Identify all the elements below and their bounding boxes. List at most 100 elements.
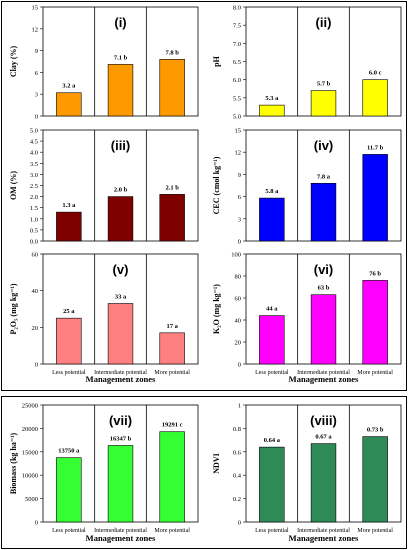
panel-6-y-tick-label: 80: [235, 274, 242, 281]
panel-2-y-tick-label: 7.0: [233, 41, 241, 48]
panel-3-value-label: 2.1 b: [165, 184, 179, 191]
panel-7-y-axis-label: Biomass (kg ha⁻¹): [9, 433, 18, 495]
panel-8-value-label: 0.64 a: [264, 437, 281, 444]
panel-1-y-tick-label: 9: [35, 48, 38, 55]
panel-4-panel-tag: (iv): [314, 138, 334, 153]
panel-6-bar: [362, 280, 388, 365]
panel-2-value-label: 5.7 b: [317, 81, 331, 88]
panel-5-bar: [107, 303, 134, 365]
panel-4-bar: [310, 182, 337, 242]
panel-5-panel-tag: (v): [113, 262, 129, 277]
panel-1-value-label: 7.8 b: [165, 49, 179, 56]
panel-5-bar: [159, 332, 185, 365]
panel-5-value-label: 17 a: [166, 323, 178, 330]
panel-3-bar: [159, 194, 185, 242]
panel-7-y-tick-label: 10000: [22, 473, 38, 480]
panel-5-y-axis-label: P₂O₅ (mg kg⁻¹): [9, 283, 18, 334]
panel-3-value-label: 1.3 a: [62, 202, 76, 209]
panel-2-y-tick-label: 5.0: [233, 114, 241, 121]
panel-2-y-tick-label: 6.0: [233, 77, 241, 84]
panel-2-value-label: 6.0 c: [369, 70, 382, 77]
panel-7-value-label: 19291 c: [162, 422, 183, 429]
panel-7-y-tick-label: 20000: [22, 426, 38, 433]
panel-6-category-label: Intermediate potential: [297, 370, 350, 376]
panel-4-value-label: 7.8 a: [317, 173, 331, 180]
panel-5-y-tick-label: 0: [35, 362, 38, 369]
panel-3-y-axis-label: OM (%): [9, 171, 18, 200]
panel-6-panel-tag: (vi): [314, 262, 334, 277]
panel-6-y-tick-label: 0: [238, 362, 241, 369]
panel-1-y-tick-label: 6: [35, 70, 39, 77]
panel-8-value-label: 0.73 b: [367, 427, 384, 434]
panel-8-y-tick-label: 0.6: [233, 449, 242, 456]
panel-1-y-tick-label: 0: [35, 114, 38, 121]
panel-1-value-label: 3.2 a: [62, 83, 76, 90]
panel-4-y-tick-label: 0: [238, 239, 241, 246]
panel-3-y-tick-label: 0.0: [30, 239, 38, 246]
panel-8-y-tick-label: 1: [238, 403, 241, 410]
panel-5-value-label: 25 a: [63, 308, 75, 315]
panel-7-y-tick-label: 15000: [22, 449, 38, 456]
panel-3-y-tick-label: 0.5: [30, 227, 38, 234]
panel-7-x-axis-label: Management zones: [86, 533, 156, 543]
panel-7-category-label: More potential: [154, 528, 190, 534]
panel-6-y-tick-label: 20: [235, 340, 242, 347]
panel-2-y-tick-label: 7.5: [233, 23, 241, 30]
panel-4-y-tick-label: 9: [238, 172, 241, 179]
panel-5-bar: [56, 317, 82, 365]
bottom-figure-frame: [1, 396, 407, 549]
panel-2-y-tick-label: 6.5: [233, 59, 241, 66]
panel-3-y-tick-label: 4.0: [30, 150, 38, 157]
panel-6-x-axis-label: Management zones: [289, 374, 359, 384]
panel-2-y-tick-label: 5.5: [233, 95, 241, 102]
panel-3-y-tick-label: 3.0: [30, 172, 38, 179]
panel-6-category-label: More potential: [357, 370, 393, 376]
panel-4-value-label: 5.8 a: [265, 188, 279, 195]
panel-3-y-tick-label: 4.5: [30, 139, 38, 146]
panel-7-y-tick-label: 25000: [22, 403, 38, 410]
panel-3-y-tick-label: 5.0: [30, 128, 38, 135]
panel-4-y-axis-label: CEC (cmol kg⁻¹): [212, 156, 221, 214]
panel-4-y-tick-label: 15: [235, 128, 242, 135]
panel-2-y-tick-label: 8.0: [233, 5, 241, 12]
panel-3-bar: [56, 211, 82, 242]
panel-7-value-label: 16347 b: [110, 435, 132, 442]
panel-3-y-tick-label: 2.5: [30, 183, 38, 190]
panel-1-y-tick-label: 12: [32, 26, 39, 33]
panel-8-bar: [362, 436, 388, 523]
panel-5-y-tick-label: 40: [32, 288, 39, 295]
panel-4-y-tick-label: 3: [238, 216, 241, 223]
panel-6-y-axis-label: K₂O (mg kg⁻¹): [212, 284, 221, 334]
panel-6-value-label: 76 b: [369, 270, 381, 277]
panel-3-y-tick-label: 1.5: [30, 205, 38, 212]
panel-5-value-label: 33 a: [115, 294, 127, 301]
panel-6-y-tick-label: 100: [231, 252, 241, 259]
panel-3-value-label: 2.0 b: [114, 187, 128, 194]
panel-5-y-tick-label: 60: [32, 252, 39, 259]
panel-6-value-label: 63 b: [318, 285, 330, 292]
panel-5-y-tick-label: 20: [32, 325, 39, 332]
panel-7-y-tick-label: 5000: [25, 496, 38, 503]
panel-7-bar: [56, 457, 82, 523]
panel-6-value-label: 44 a: [266, 306, 278, 313]
panel-1-bar: [56, 92, 82, 117]
panel-7-panel-tag: (vii): [109, 413, 132, 428]
panel-5-category-label: Less potential: [52, 370, 86, 376]
panel-8-panel-tag: (viii): [310, 413, 337, 428]
panel-5-category-label: More potential: [154, 370, 190, 376]
panel-1-panel-tag: (i): [114, 15, 126, 30]
panel-4-y-tick-label: 12: [235, 150, 242, 157]
panel-3-y-tick-label: 2.0: [30, 194, 38, 201]
panel-7-y-tick-label: 0: [35, 520, 38, 527]
panel-8-x-axis-label: Management zones: [289, 533, 359, 543]
panel-2-bar: [362, 79, 388, 117]
panel-2-bar: [310, 90, 337, 117]
panel-8-y-axis-label: NDVI: [212, 453, 221, 473]
panel-7-bar: [159, 431, 185, 523]
panel-2-bar: [259, 104, 285, 117]
panel-2-y-axis-label: pH: [212, 55, 221, 66]
panel-3-y-tick-label: 1.0: [30, 216, 38, 223]
panel-7-bar: [107, 445, 134, 523]
panel-5-x-axis-label: Management zones: [86, 374, 156, 384]
